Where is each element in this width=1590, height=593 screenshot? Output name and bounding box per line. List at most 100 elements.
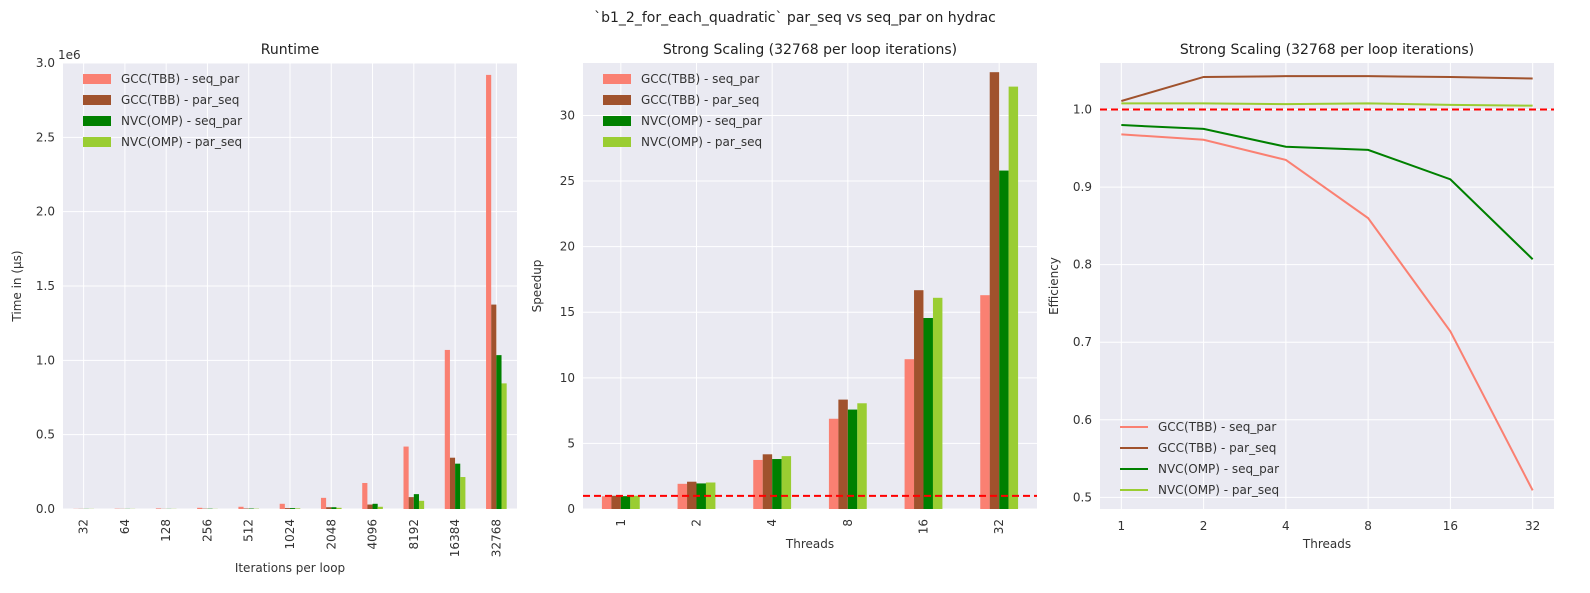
x-tick-label: 512 xyxy=(242,519,256,542)
legend-label: GCC(TBB) - par_seq xyxy=(1158,441,1276,455)
legend-label: GCC(TBB) - seq_par xyxy=(1158,420,1276,434)
x-tick-label: 2 xyxy=(690,519,704,527)
legend-swatch xyxy=(603,116,631,126)
y-tick-label: 30 xyxy=(560,108,575,122)
bar xyxy=(904,359,915,509)
bar xyxy=(279,503,285,509)
bar xyxy=(601,496,612,509)
legend-label: GCC(TBB) - par_seq xyxy=(121,93,239,107)
panel-2: 0 5 10 15 20 25 30 1 2 4 8 16 32 Strong Scaling (3276… xyxy=(530,42,1037,551)
y-tick-label: 10 xyxy=(560,371,575,385)
y-tick-label: 0.8 xyxy=(1073,258,1092,272)
legend-label: NVC(OMP) - seq_par xyxy=(1158,462,1279,476)
series-line xyxy=(1121,124,1534,260)
series-line xyxy=(1121,102,1533,107)
x-tick-label: 4 xyxy=(1282,519,1290,533)
bar xyxy=(923,318,933,509)
legend-label: NVC(OMP) - seq_par xyxy=(641,114,762,128)
bar xyxy=(828,418,839,509)
bar xyxy=(290,508,296,509)
y-tick-label: 2.5 xyxy=(36,130,55,144)
x-tick-label: 16 xyxy=(917,519,931,534)
y-tick-label: 1.5 xyxy=(36,279,55,293)
x-axis-label: Threads xyxy=(785,537,834,551)
bar xyxy=(362,482,368,509)
legend-label: NVC(OMP) - par_seq xyxy=(121,135,242,149)
x-tick-label: 1024 xyxy=(283,519,297,550)
y-tick-label: 0.9 xyxy=(1073,180,1092,194)
bar xyxy=(772,459,782,509)
bar xyxy=(696,483,706,509)
x-tick-label: 2048 xyxy=(324,519,338,550)
y-tick-label: 15 xyxy=(560,305,575,319)
legend-label: GCC(TBB) - seq_par xyxy=(641,72,759,86)
y-tick-label: 0.5 xyxy=(36,428,55,442)
x-tick-label: 32768 xyxy=(489,519,503,557)
bar xyxy=(460,477,466,509)
legend-swatch xyxy=(83,137,111,147)
legend-swatch xyxy=(603,95,631,105)
bar xyxy=(501,383,507,509)
bar xyxy=(630,495,640,509)
panel-1: 0.0 0.5 1.0 1.5 2.0 2.5 3.0 32 64 128 256 512 1024 20… xyxy=(10,42,517,575)
x-tick-label: 4 xyxy=(765,519,779,527)
x-tick-label: 16384 xyxy=(448,519,462,557)
legend-label: GCC(TBB) - par_seq xyxy=(641,93,759,107)
bar xyxy=(331,507,337,509)
legend-label: NVC(OMP) - par_seq xyxy=(1158,483,1279,497)
x-tick-label: 32 xyxy=(77,519,91,534)
x-tick-label: 128 xyxy=(159,519,173,542)
bar xyxy=(857,403,867,509)
x-tick-label: 8 xyxy=(1364,519,1372,533)
y-tick-label: 0 xyxy=(567,502,575,516)
y-axis-label: Speedup xyxy=(530,260,544,313)
y-offset-label: 1e6 xyxy=(58,48,81,62)
legend-swatch xyxy=(83,95,111,105)
x-tick-label: 1 xyxy=(1118,519,1126,533)
bar xyxy=(408,497,414,509)
panel-title: Strong Scaling (32768 per loop iteration… xyxy=(663,42,957,58)
figure-title: `b1_2_for_each_quadratic` par_seq vs seq… xyxy=(594,10,996,26)
bar xyxy=(496,355,502,509)
bar xyxy=(336,507,342,509)
bar xyxy=(989,72,1000,510)
y-tick-label: 25 xyxy=(560,174,575,188)
x-tick-label: 4096 xyxy=(366,519,380,550)
x-tick-label: 1 xyxy=(614,519,628,527)
bar xyxy=(449,457,456,509)
x-axis-label: Iterations per loop xyxy=(235,561,345,575)
y-tick-label: 1.0 xyxy=(1073,103,1092,117)
x-axis-label: Threads xyxy=(1302,537,1351,551)
bar xyxy=(687,481,697,509)
bar xyxy=(197,507,203,509)
y-tick-label: 0.6 xyxy=(1073,413,1092,427)
bar xyxy=(781,456,792,509)
y-axis-label: Time in (µs) xyxy=(10,250,24,322)
panel-title: Runtime xyxy=(261,42,319,58)
y-tick-label: 0.5 xyxy=(1073,490,1092,504)
y-axis-label: Efficiency xyxy=(1047,257,1061,315)
panel-title: Strong Scaling (32768 per loop iteration… xyxy=(1180,42,1474,58)
panel-3: 0.5 0.6 0.7 0.8 0.9 1.0 1 2 4 8 16 32 Strong Scaling… xyxy=(1047,42,1554,551)
bar xyxy=(753,459,763,509)
bar xyxy=(611,495,621,509)
bar xyxy=(367,504,373,509)
series-line xyxy=(1121,75,1533,102)
bar xyxy=(413,494,419,509)
bar xyxy=(847,409,858,509)
y-tick-label: 1.0 xyxy=(36,353,55,367)
legend-label: NVC(OMP) - seq_par xyxy=(121,114,242,128)
legend-swatch xyxy=(603,74,631,84)
legend: GCC(TBB) - seq_par GCC(TBB) - par_seq NVC(… xyxy=(83,72,242,149)
bar xyxy=(620,496,631,509)
y-tick-label: 0.7 xyxy=(1073,335,1092,349)
bar xyxy=(444,349,450,509)
bar xyxy=(455,463,461,509)
x-tick-label: 256 xyxy=(200,519,214,542)
axes-background xyxy=(583,63,1037,509)
bar xyxy=(403,446,409,509)
bar xyxy=(486,74,492,509)
bar xyxy=(295,508,301,509)
y-tick-label: 0.0 xyxy=(36,502,55,516)
